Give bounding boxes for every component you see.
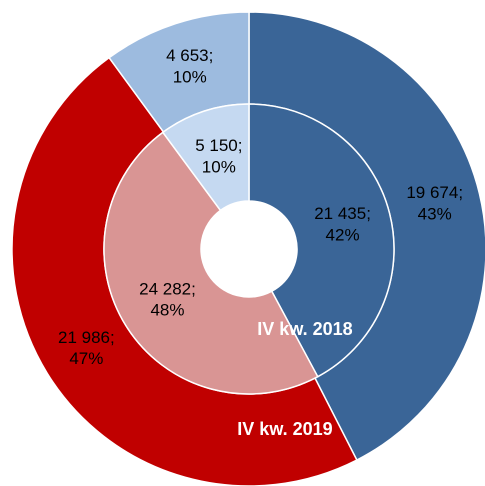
donut-slice <box>161 103 250 212</box>
data-label: 5 150; 10% <box>195 137 242 177</box>
percent-label: 43% <box>418 205 452 224</box>
series-name: IV kw. 2019 <box>237 419 332 439</box>
value-label: 19 674; <box>406 184 463 203</box>
percent-label: 10% <box>173 68 207 87</box>
data-label: 24 282; 48% <box>139 280 196 320</box>
donut-slice <box>103 131 319 395</box>
data-label: 4 653; 10% <box>166 47 213 87</box>
data-label: 19 674; 43% <box>406 184 463 224</box>
data-label: 21 986; 47% <box>58 328 115 368</box>
series-name: IV kw. 2018 <box>257 319 352 339</box>
data-label: 21 435; 42% <box>314 205 371 245</box>
percent-label: 10% <box>202 158 236 177</box>
value-label: 4 653; <box>166 47 213 66</box>
value-label: 21 435; <box>314 205 371 224</box>
donut-slice <box>248 103 395 378</box>
value-label: 24 282; <box>139 280 196 299</box>
value-label: 21 986; <box>58 328 115 347</box>
percent-label: 42% <box>326 226 360 245</box>
percent-label: 47% <box>69 350 103 369</box>
percent-label: 48% <box>150 301 184 320</box>
value-label: 5 150; <box>195 137 242 156</box>
